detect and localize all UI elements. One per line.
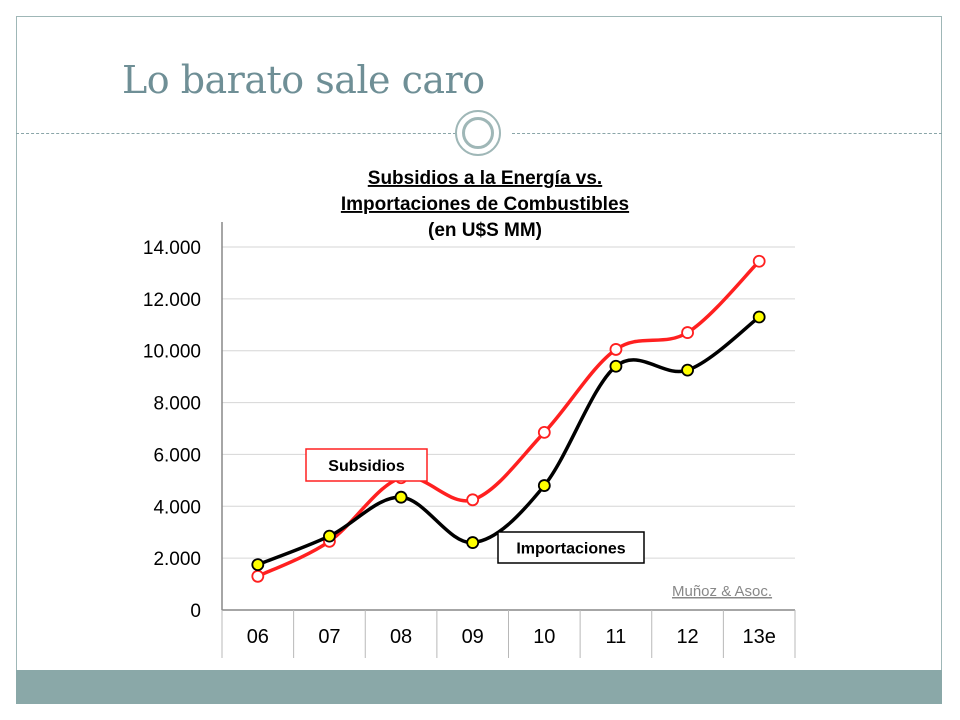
data-point-importaciones [537,479,551,492]
grid-lines [222,246,795,559]
data-point-importaciones [609,359,623,373]
y-tick-label: 2.000 [153,549,201,570]
data-point-subsidios [537,425,551,439]
series-line-importaciones [257,315,761,567]
series-label-importaciones: Importaciones [516,541,625,558]
series-label-box-subsidios [305,448,428,482]
title-divider-right [512,133,942,134]
y-tick-label: 6.000 [153,445,201,466]
y-tick-label: 10.000 [143,342,201,363]
x-tick-label: 09 [462,626,484,648]
x-tick-label: 07 [318,626,340,648]
y-tick-label: 8.000 [153,394,201,415]
data-point-importaciones [752,310,766,324]
slide-title: Lo barato sale caro [122,58,485,102]
chart-title-line-3: (en U$S MM) [428,220,542,241]
y-tick-label: 14.000 [143,238,201,259]
data-point-subsidios [251,569,265,583]
x-tick-label: 13e [743,626,776,648]
data-point-importaciones [681,363,694,377]
divider-circle-ornament [455,110,501,156]
chart-title-line-2: Importaciones de Combustibles [341,194,629,215]
title-divider-left [16,133,456,134]
data-point-importaciones [251,558,265,572]
chart-title-line-1: Subsidios a la Energía vs. [368,168,602,189]
x-tick-label: 10 [533,626,555,648]
series-line-subsidios [257,260,761,578]
axes: 0 2.000 4.000 6.000 8.000 10.000 12.000 14.000 0… [143,222,796,658]
data-point-subsidios [609,343,623,356]
series-lines [251,254,766,583]
divider-circle-inner [462,117,494,149]
data-point-importaciones [394,490,408,504]
x-tick-label: 06 [247,626,269,648]
data-point-subsidios [681,326,694,339]
series-label-subsidios: Subsidios [328,458,405,475]
data-point-importaciones [466,536,480,549]
footer-bar [16,670,942,704]
x-tick-label: 11 [606,626,627,648]
x-tick-label: 08 [390,626,412,648]
series-labels: Subsidios Importaciones [305,448,645,564]
data-point-importaciones [323,529,336,543]
y-tick-label: 12.000 [143,290,201,311]
y-tick-label: 4.000 [153,497,201,518]
y-tick-label: 0 [190,601,201,622]
data-point-subsidios [752,254,766,268]
series-label-box-importaciones [497,531,645,564]
source-credit: Muñoz & Asoc. [672,583,772,600]
x-tick-label: 12 [676,626,698,648]
data-point-subsidios [466,493,480,507]
